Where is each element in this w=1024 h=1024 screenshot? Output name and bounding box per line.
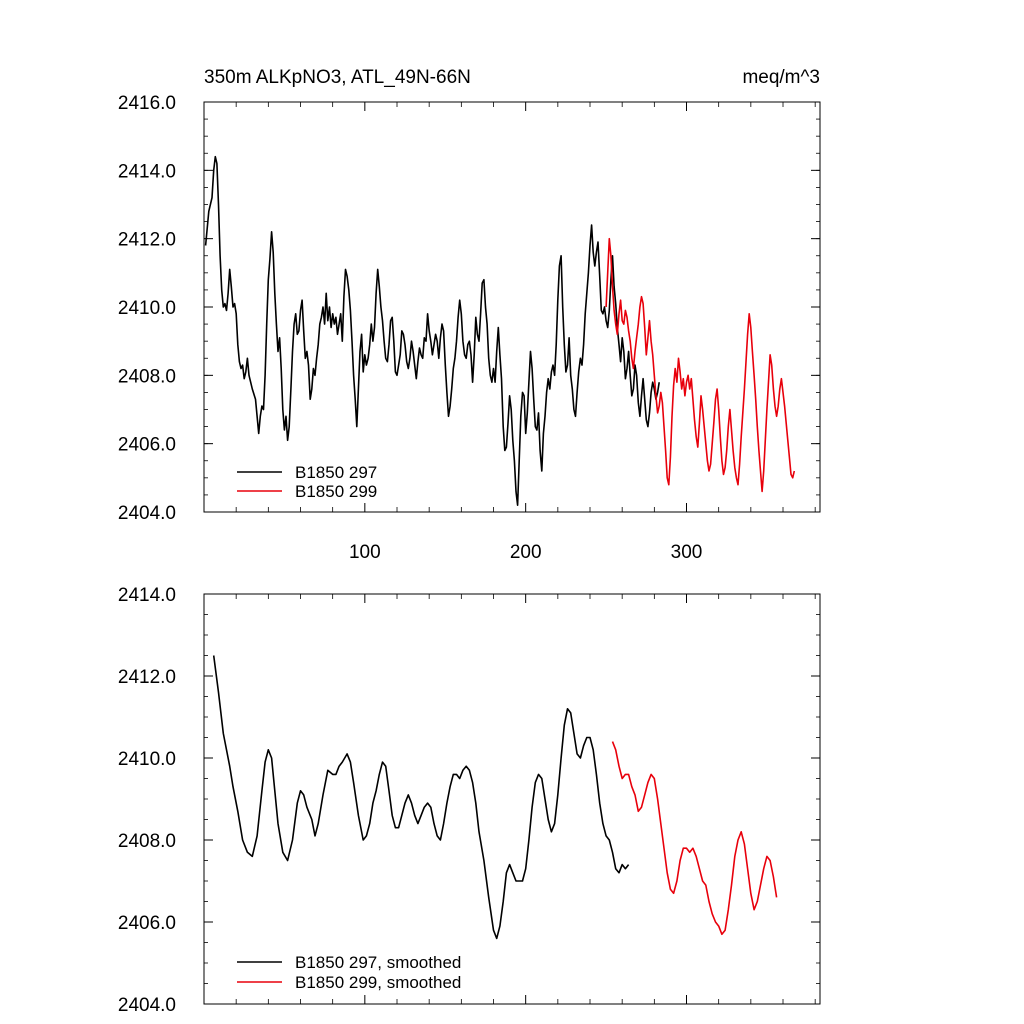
- top-series-line-0: [204, 155, 660, 506]
- legend-label-b1850-297: B1850 297: [295, 463, 377, 482]
- bottom-panel: 2404.0 2406.0 2408.0 2410.0 2412.0 2414.0 B18…: [118, 585, 821, 1016]
- top-panel-units: meq/m^3: [742, 67, 820, 88]
- top-panel-series: [204, 155, 796, 506]
- top-panel-title: 350m ALKpNO3, ATL_49N-66N: [204, 67, 471, 88]
- top-ytick-label: 2414.0: [118, 161, 176, 182]
- bottom-series-line-1: [611, 741, 778, 936]
- top-xtick-label: 100: [349, 542, 381, 563]
- bottom-ytick-label: 2410.0: [118, 749, 176, 770]
- top-ytick-label: 2412.0: [118, 230, 176, 251]
- top-xtick-label: 300: [671, 542, 703, 563]
- bottom-series-line-0: [212, 655, 630, 940]
- bottom-panel-series: [212, 655, 778, 940]
- top-panel-frame: [203, 101, 821, 513]
- top-ytick-label: 2408.0: [118, 366, 176, 387]
- top-panel-ticks: 2404.0 2406.0 2408.0 2410.0 2412.0 2414.0 2416…: [118, 93, 820, 563]
- top-ytick-label: 2406.0: [118, 435, 176, 456]
- legend-label-b1850-297-smoothed: B1850 297, smoothed: [295, 953, 461, 972]
- bottom-panel-frame: [203, 593, 821, 1005]
- legend-label-b1850-299-smoothed: B1850 299, smoothed: [295, 973, 461, 992]
- top-xtick-label: 200: [510, 542, 542, 563]
- top-series-line-1: [605, 237, 796, 493]
- legend-label-b1850-299: B1850 299: [295, 482, 377, 501]
- bottom-ytick-label: 2404.0: [118, 995, 176, 1016]
- bottom-panel-ticks: 2404.0 2406.0 2408.0 2410.0 2412.0 2414.0: [118, 585, 820, 1016]
- top-ytick-label: 2410.0: [118, 298, 176, 319]
- bottom-ytick-label: 2414.0: [118, 585, 176, 606]
- bottom-panel-legend: B1850 297, smoothed B1850 299, smoothed: [237, 953, 461, 992]
- bottom-ytick-label: 2406.0: [118, 913, 176, 934]
- top-panel-legend: B1850 297 B1850 299: [237, 463, 377, 501]
- top-panel: 350m ALKpNO3, ATL_49N-66N meq/m^3 2404.0…: [118, 67, 821, 563]
- top-ytick-label: 2416.0: [118, 93, 176, 114]
- bottom-ytick-label: 2408.0: [118, 831, 176, 852]
- top-ytick-label: 2404.0: [118, 503, 176, 524]
- bottom-ytick-label: 2412.0: [118, 667, 176, 688]
